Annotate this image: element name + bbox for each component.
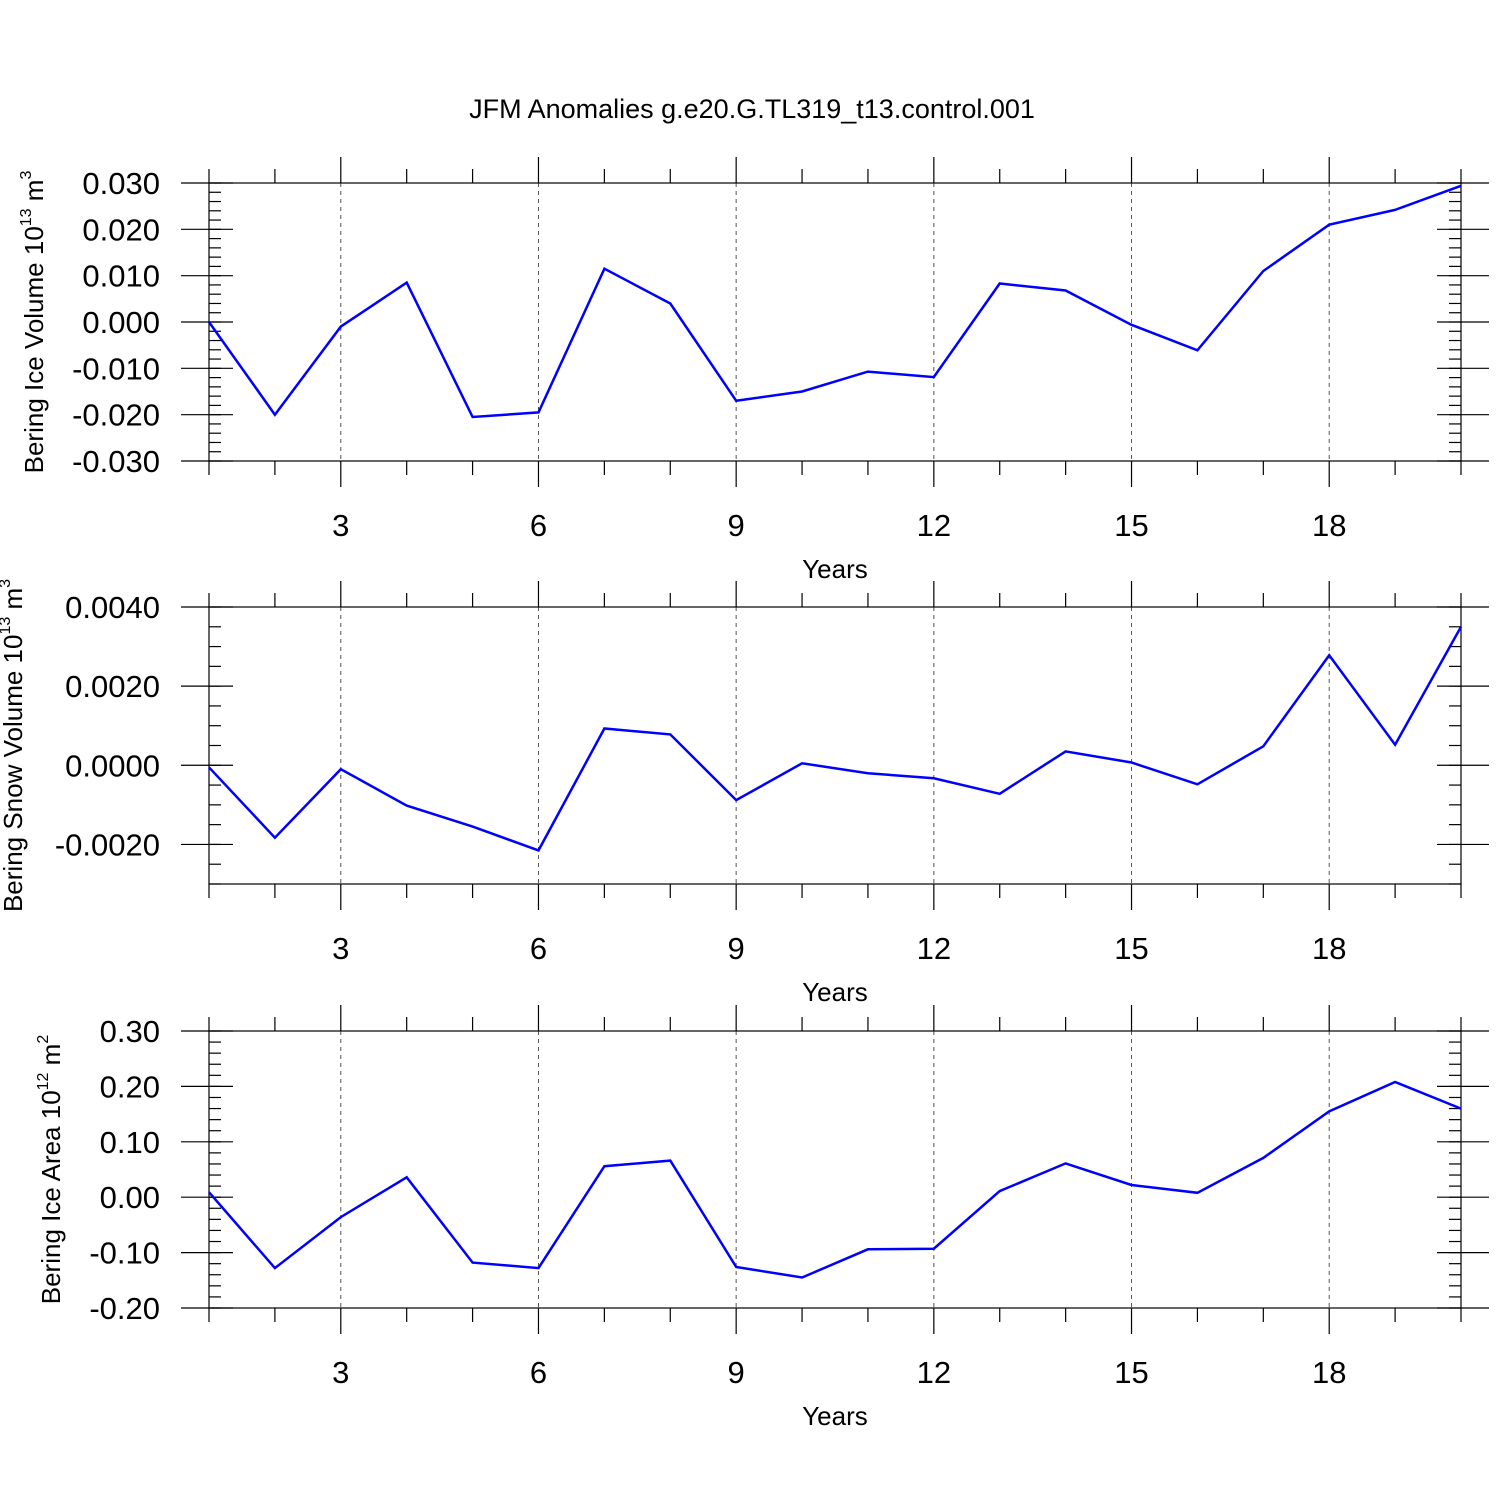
y-tick-label: 0.20 [100,1069,160,1104]
y-tick-label: 0.000 [82,305,160,340]
x-tick-label: 6 [530,508,547,543]
panel-2: -0.0020 0.0000 0.0020 0.0040 3 6 9 12 15 18 Years B… [0,579,1489,1007]
y-axis-label-text: Bering Ice Volume 10 [19,226,49,473]
y-tick-label: -0.10 [89,1236,160,1271]
x-tick-label: 12 [917,931,951,966]
x-tick-label: 15 [1114,508,1148,543]
x-tick-label: 3 [332,1355,349,1390]
y-tick-label: 0.020 [82,212,160,247]
plot-frame [208,182,1462,462]
x-axis-label: Years [802,977,868,1007]
series-line [208,1080,1462,1279]
chart-panels: -0.030 -0.020 -0.010 0.000 0.010 0.020 0.030 3 6… [0,157,1489,1431]
plot-frame [208,1030,1462,1309]
x-tick-label: 12 [917,1355,951,1390]
y-tick-label: 0.30 [100,1014,160,1049]
panel-1: -0.030 -0.020 -0.010 0.000 0.010 0.020 0.030 3 6… [18,157,1489,584]
y-tick-label: 0.030 [82,166,160,201]
x-tick-label: 18 [1312,931,1346,966]
x-axis-label: Years [802,554,868,584]
panel-3: -0.20 -0.10 0.00 0.10 0.20 0.30 3 6 9 12 15 18 Years… [35,1005,1489,1431]
plot-frame [208,606,1462,885]
y-axis-label-unit-exponent: 3 [0,579,14,588]
y-tick-label: -0.020 [72,398,160,433]
y-tick-label: -0.0020 [55,827,160,862]
x-tick-label: 9 [728,1355,745,1390]
y-tick-label: 0.0000 [65,748,160,783]
y-tick-label: -0.20 [89,1291,160,1326]
chart-title: JFM Anomalies g.e20.G.TL319_t13.control.… [469,94,1035,124]
x-tick-label: 9 [728,508,745,543]
y-axis-label-unit-exponent: 2 [35,1035,52,1044]
x-tick-label: 6 [530,1355,547,1390]
y-tick-label: 0.10 [100,1125,160,1160]
y-tick-label: 0.0020 [65,669,160,704]
y-axis-label: Bering Ice Volume 1013 m3 [18,171,49,474]
y-tick-label: -0.010 [72,351,160,386]
x-axis-label: Years [802,1401,868,1431]
series-line [207,184,1462,419]
y-tick-label: 0.010 [82,259,160,294]
y-tick-label: 0.0040 [65,590,160,625]
y-axis-label-exponent: 13 [18,208,35,226]
y-axis-label: Bering Snow Volume 1013 m3 [0,579,28,912]
y-axis-label-exponent: 13 [0,617,14,635]
y-axis-label-unit: m [0,588,28,617]
x-tick-label: 3 [332,508,349,543]
x-tick-label: 3 [332,931,349,966]
y-axis-label-unit-exponent: 3 [18,171,35,180]
x-tick-label: 15 [1114,1355,1148,1390]
series-line [208,626,1463,852]
x-tick-label: 18 [1312,1355,1346,1390]
y-tick-label: -0.030 [72,444,160,479]
x-tick-label: 15 [1114,931,1148,966]
y-axis-label-text: Bering Ice Area 10 [36,1090,66,1304]
y-axis-label-unit: m [36,1044,66,1073]
x-tick-label: 12 [917,508,951,543]
y-axis-label-unit: m [19,180,49,209]
y-axis-label-text: Bering Snow Volume 10 [0,635,28,913]
x-tick-label: 9 [728,931,745,966]
y-tick-label: 0.00 [100,1180,160,1215]
x-tick-label: 6 [530,931,547,966]
y-axis-label-exponent: 12 [35,1072,52,1090]
y-axis-label: Bering Ice Area 1012 m2 [35,1035,66,1305]
x-tick-label: 18 [1312,508,1346,543]
